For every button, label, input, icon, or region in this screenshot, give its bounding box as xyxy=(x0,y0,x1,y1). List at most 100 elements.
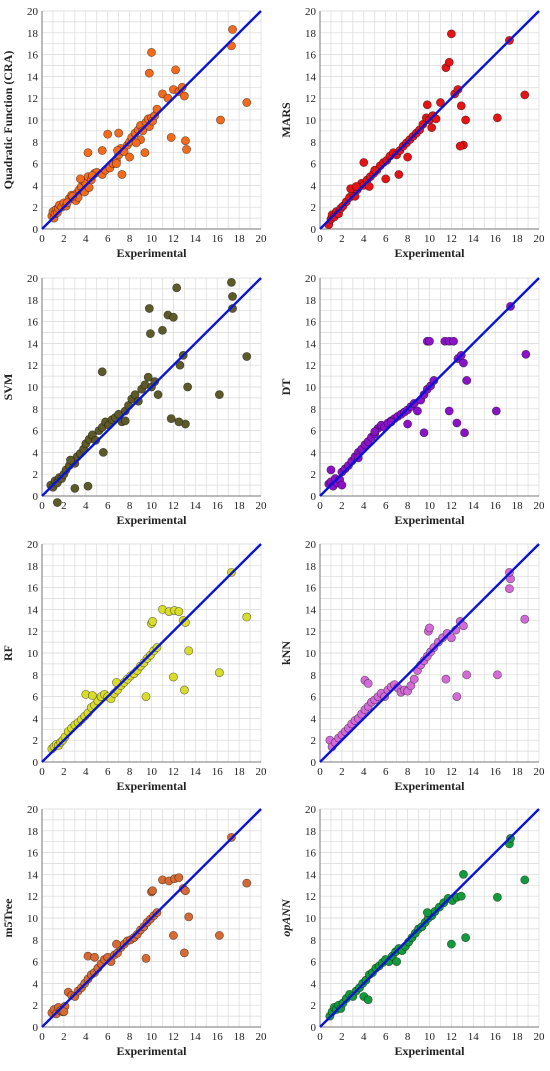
y-tick-label: 14 xyxy=(27,338,39,350)
y-tick-label: 18 xyxy=(305,295,317,307)
y-tick-label: 0 xyxy=(33,491,39,503)
data-point xyxy=(460,428,469,438)
data-point xyxy=(444,406,454,416)
data-point xyxy=(419,428,429,438)
x-tick-label: 20 xyxy=(534,1031,546,1043)
x-axis-title: Experimental xyxy=(117,513,188,527)
x-tick-label: 8 xyxy=(127,500,133,512)
y-tick-label: 10 xyxy=(305,382,317,394)
chart-panel-dt: 00 2 2 4 4 6 6 8 8 10 10 12 12 14 14 16 16 18 18 20 20 Experi… xyxy=(279,273,545,527)
x-tick-label: 4 xyxy=(83,766,89,778)
data-point xyxy=(456,101,466,111)
chart-panel-opann: 00 2 2 4 4 6 6 8 8 10 10 12 12 14 14 16 16 18 18 20 20 Experi… xyxy=(279,804,545,1058)
data-point xyxy=(141,692,151,701)
y-tick-label: 2 xyxy=(33,735,39,747)
identity-line xyxy=(41,543,262,763)
data-point xyxy=(97,146,107,155)
x-tick-label: 2 xyxy=(61,233,67,245)
x-tick-label: 8 xyxy=(405,766,411,778)
y-axis-title: DT xyxy=(279,379,293,396)
data-point xyxy=(214,668,224,678)
data-point xyxy=(446,633,456,643)
data-point xyxy=(521,349,531,359)
x-tick-label: 10 xyxy=(146,766,158,778)
x-tick-label: 18 xyxy=(234,766,246,778)
x-tick-label: 0 xyxy=(317,500,323,512)
y-tick-label: 0 xyxy=(33,1022,39,1034)
data-point xyxy=(112,159,121,168)
y-tick-label: 0 xyxy=(311,757,317,769)
data-point xyxy=(326,465,336,475)
x-tick-label: 10 xyxy=(424,233,436,245)
data-point xyxy=(59,1007,69,1017)
y-axis-title: kNN xyxy=(279,641,293,665)
data-point xyxy=(520,614,530,624)
x-tick-label: 14 xyxy=(468,766,480,778)
data-point xyxy=(409,674,419,684)
y-tick-label: 6 xyxy=(33,957,39,969)
data-point xyxy=(175,360,185,370)
x-tick-label: 2 xyxy=(339,766,345,778)
identity-line xyxy=(319,277,540,497)
data-point xyxy=(227,277,236,287)
data-point xyxy=(381,174,391,184)
x-tick-label: 12 xyxy=(168,766,179,778)
data-point xyxy=(141,953,151,963)
data-point xyxy=(103,129,113,139)
data-point xyxy=(140,148,150,158)
x-tick-label: 4 xyxy=(83,1031,89,1043)
y-tick-label: 0 xyxy=(33,224,39,236)
data-point xyxy=(70,483,80,493)
data-point xyxy=(461,115,471,125)
data-point xyxy=(177,82,187,92)
x-tick-label: 2 xyxy=(61,500,67,512)
data-point xyxy=(148,616,157,626)
data-point xyxy=(403,152,412,162)
data-point xyxy=(147,48,156,57)
y-axis-title: MARS xyxy=(279,102,293,138)
data-point xyxy=(144,68,154,78)
y-tick-label: 8 xyxy=(33,137,39,149)
x-tick-label: 10 xyxy=(146,1031,158,1043)
y-tick-label: 20 xyxy=(305,273,317,285)
x-axis-title: Experimental xyxy=(117,1044,188,1058)
x-tick-label: 0 xyxy=(317,1031,323,1043)
data-point xyxy=(359,158,369,167)
data-point xyxy=(131,138,141,148)
x-tick-label: 4 xyxy=(83,500,89,512)
x-tick-label: 0 xyxy=(39,500,45,512)
data-point xyxy=(144,304,154,313)
x-tick-label: 4 xyxy=(361,1031,367,1043)
x-tick-label: 18 xyxy=(512,500,524,512)
x-tick-label: 0 xyxy=(39,766,45,778)
x-tick-label: 12 xyxy=(446,766,457,778)
chart-panel-rf: 00 2 2 4 4 6 6 8 8 10 10 12 12 14 14 16 16 18 18 20 20 Experi… xyxy=(1,539,267,793)
data-point xyxy=(91,436,101,445)
y-tick-label: 14 xyxy=(27,869,39,881)
data-point xyxy=(117,170,127,179)
y-tick-label: 20 xyxy=(305,804,317,816)
chart-panel-quadratic-function-cra-: 00 2 2 4 4 6 6 8 8 10 10 12 12 14 14 16 16 18 18 20 20 Experi… xyxy=(1,6,267,260)
data-point xyxy=(392,957,402,966)
data-point xyxy=(179,948,189,958)
y-tick-label: 12 xyxy=(305,93,316,105)
x-tick-label: 0 xyxy=(317,233,323,245)
x-tick-label: 16 xyxy=(212,233,224,245)
x-tick-label: 14 xyxy=(190,766,202,778)
data-point xyxy=(183,382,193,392)
y-tick-label: 6 xyxy=(33,159,39,171)
y-tick-label: 0 xyxy=(33,757,39,769)
x-tick-label: 6 xyxy=(383,233,389,245)
data-point xyxy=(182,145,191,154)
data-point xyxy=(174,417,184,427)
x-tick-label: 2 xyxy=(61,1031,67,1043)
x-tick-label: 12 xyxy=(168,1031,179,1043)
data-point xyxy=(444,57,454,67)
data-point xyxy=(112,939,121,949)
x-tick-label: 12 xyxy=(446,1031,457,1043)
y-tick-label: 14 xyxy=(305,71,317,83)
data-point xyxy=(427,123,437,133)
data-point xyxy=(158,325,167,335)
x-axis-title: Experimental xyxy=(395,246,466,260)
data-point xyxy=(436,98,445,107)
